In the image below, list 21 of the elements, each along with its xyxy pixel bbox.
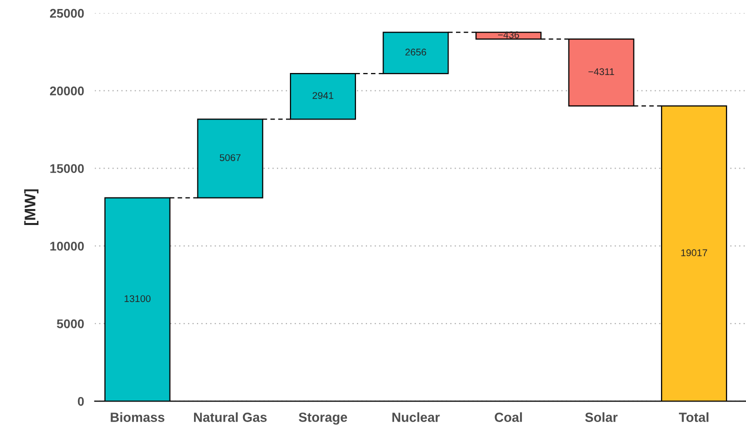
y-tick-label: 15000 xyxy=(50,164,84,173)
data-label: 13100 xyxy=(124,295,151,302)
x-tick-label: Nuclear xyxy=(392,412,440,422)
data-label: 2656 xyxy=(405,48,426,56)
x-tick-label: Biomass xyxy=(110,412,164,422)
y-tick-label: 10000 xyxy=(50,242,84,251)
y-axis-title: [MW] xyxy=(24,189,38,225)
y-tick-label: 25000 xyxy=(50,8,84,18)
x-tick-label: Total xyxy=(678,412,708,422)
data-label: 2941 xyxy=(312,92,334,99)
y-tick-label: 0 xyxy=(78,396,84,406)
x-tick-label: Solar xyxy=(585,412,618,422)
data-label: −436 xyxy=(498,31,520,38)
data-label: 5067 xyxy=(220,154,241,162)
x-tick-label: Natural Gas xyxy=(194,412,267,422)
y-tick-label: 20000 xyxy=(50,86,84,96)
x-tick-label: Coal xyxy=(494,412,522,422)
x-tick-label: Storage xyxy=(298,412,348,425)
data-label: 19017 xyxy=(681,249,708,256)
data-label: −4311 xyxy=(588,68,614,76)
y-tick-label: 5000 xyxy=(56,319,84,328)
